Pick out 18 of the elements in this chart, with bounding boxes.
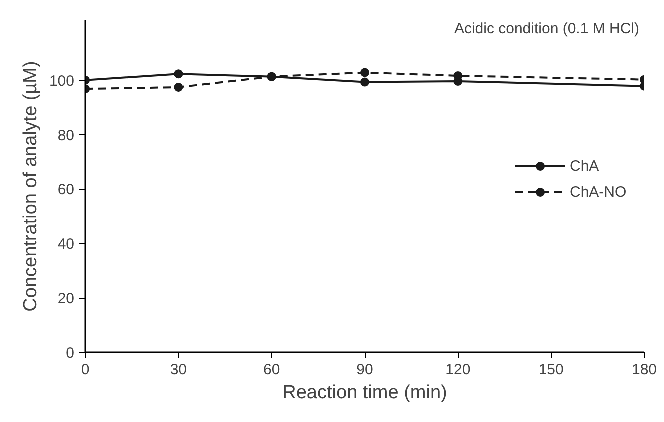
x-tick-label: 60 [263, 362, 280, 378]
y-tick-label: 80 [58, 127, 75, 144]
x-tick-label: 30 [170, 362, 188, 378]
y-tick-label: 40 [58, 236, 75, 254]
x-tick-label: 180 [632, 362, 658, 378]
x-tick-label: 120 [446, 362, 471, 378]
x-tick-label: 90 [356, 362, 374, 378]
annotation: Acidic condition (0.1 M HCl) [454, 20, 640, 38]
x-tick-label: 0 [81, 362, 90, 378]
legend-label: ChA-NO [570, 184, 627, 200]
y-tick-label: 60 [58, 182, 75, 199]
x-tick-label: 150 [538, 362, 564, 378]
y-tick-label: 0 [66, 345, 74, 362]
y-tick-label: 100 [49, 72, 75, 90]
legend-label: ChA [570, 158, 600, 174]
y-axis-title: Concentration of analyte (µM) [20, 61, 42, 312]
x-axis-title: Reaction time (min) [282, 382, 448, 404]
y-tick-label: 20 [58, 290, 75, 308]
